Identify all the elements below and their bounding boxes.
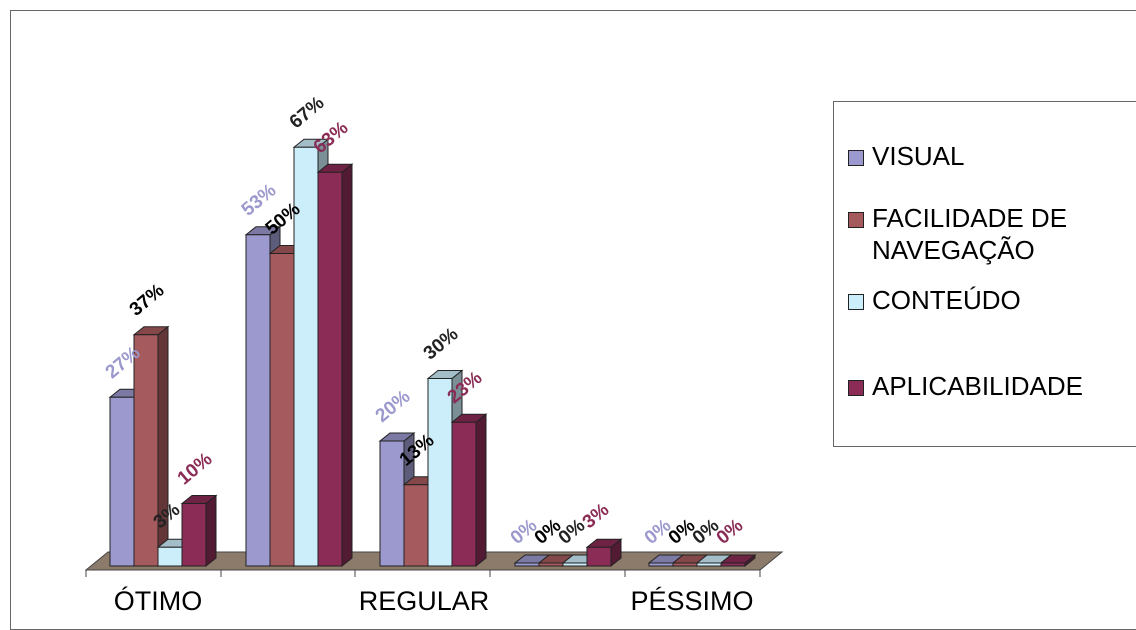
legend-label-aplicabilidade: APLICABILIDADE <box>872 371 1083 401</box>
legend-label-visual: VISUAL <box>872 141 965 171</box>
legend-swatch-aplicabilidade <box>848 380 864 396</box>
legend-item-aplicabilidade: APLICABILIDADE <box>848 370 1136 402</box>
x-tick-regular: REGULAR <box>358 586 490 616</box>
bar-aplicabilidade-pessimo <box>719 553 757 568</box>
legend-swatch-visual <box>848 150 864 166</box>
bar-aplicabilidade-regular <box>450 413 488 568</box>
x-tick-pessimo: PÉSSIMO <box>630 586 754 616</box>
data-label-conteudo-regular: 30% <box>420 324 463 365</box>
bar-facilidade-otimo <box>132 325 170 568</box>
legend-label-facilidade: FACILIDADE DE NAVEGAÇÃO <box>872 203 1068 265</box>
bar-aplicabilidade-bom <box>316 163 354 568</box>
data-label-aplicabilidade-otimo: 10% <box>174 449 217 490</box>
data-label-conteudo-bom: 67% <box>286 92 329 133</box>
legend-item-facilidade: FACILIDADE DE NAVEGAÇÃO <box>848 202 1136 266</box>
data-label-visual-regular: 20% <box>372 386 415 427</box>
bar-aplicabilidade-ruim <box>585 538 623 568</box>
bar-aplicabilidade-otimo <box>180 494 218 568</box>
data-label-facilidade-otimo: 37% <box>126 280 169 321</box>
legend-swatch-conteudo <box>848 294 864 310</box>
data-label-aplicabilidade-pessimo: 0% <box>713 515 748 549</box>
x-tick-otimo: ÓTIMO <box>113 586 203 616</box>
legend-item-conteudo: CONTEÚDO <box>848 284 1136 316</box>
legend: VISUAL FACILIDADE DE NAVEGAÇÃO CONTEÚDO … <box>833 101 1136 447</box>
legend-swatch-facilidade <box>848 212 864 228</box>
legend-label-conteudo: CONTEÚDO <box>872 285 1021 315</box>
legend-item-visual: VISUAL <box>848 140 1136 172</box>
